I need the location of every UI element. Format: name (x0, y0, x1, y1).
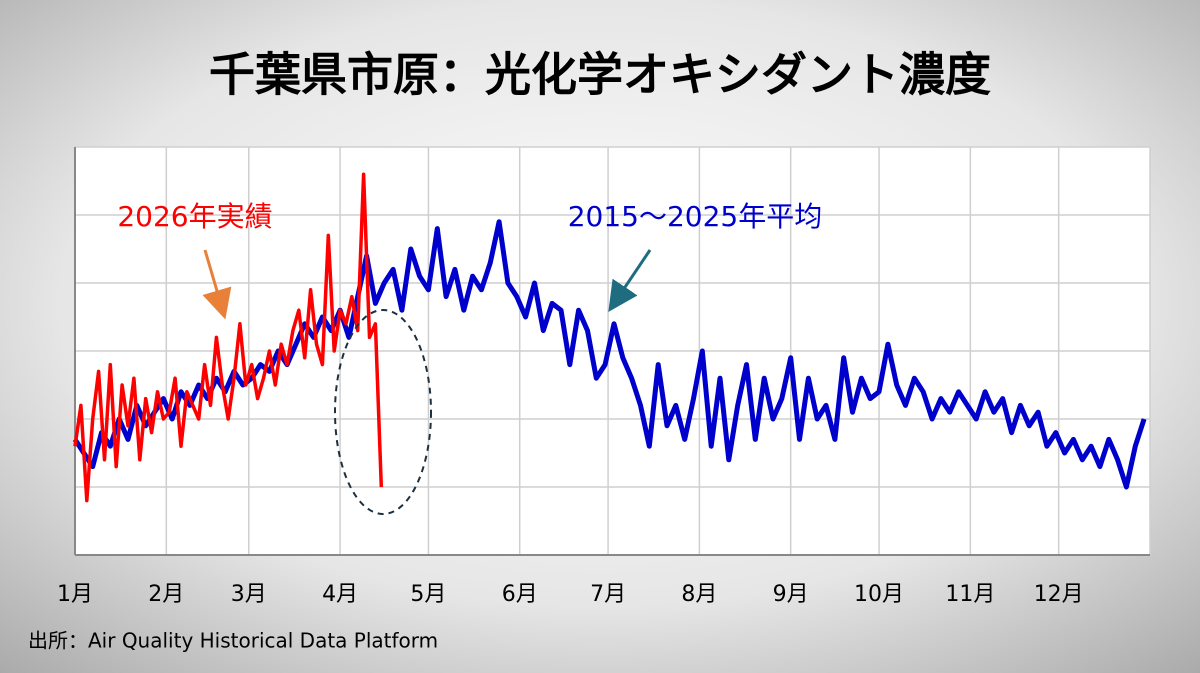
arrow (608, 249, 652, 312)
x-tick-label: 11月 (945, 582, 995, 607)
x-tick-label: 5月 (410, 582, 446, 607)
x-tick-label: 12月 (1034, 582, 1084, 607)
x-tick-label: 1月 (57, 582, 93, 607)
series-label: 2015～2025年平均 (568, 200, 823, 233)
x-tick-label: 9月 (773, 582, 809, 607)
chart-title: 千葉県市原：光化学オキシダント濃度 (209, 48, 991, 102)
x-tick-label: 4月 (322, 582, 358, 607)
series-line (73, 172, 384, 503)
series-label: 2026年実績 (117, 200, 272, 233)
arrow (202, 249, 232, 320)
x-tick-label: 10月 (854, 582, 904, 607)
x-tick-label: 2月 (148, 582, 184, 607)
x-tick-label: 6月 (502, 582, 538, 607)
x-tick-label: 8月 (681, 582, 717, 607)
x-tick-label: 3月 (231, 582, 267, 607)
highlight-ellipse (334, 309, 432, 515)
source: 出所：Air Quality Historical Data Platform (28, 629, 438, 653)
x-tick-label: 7月 (590, 582, 626, 607)
